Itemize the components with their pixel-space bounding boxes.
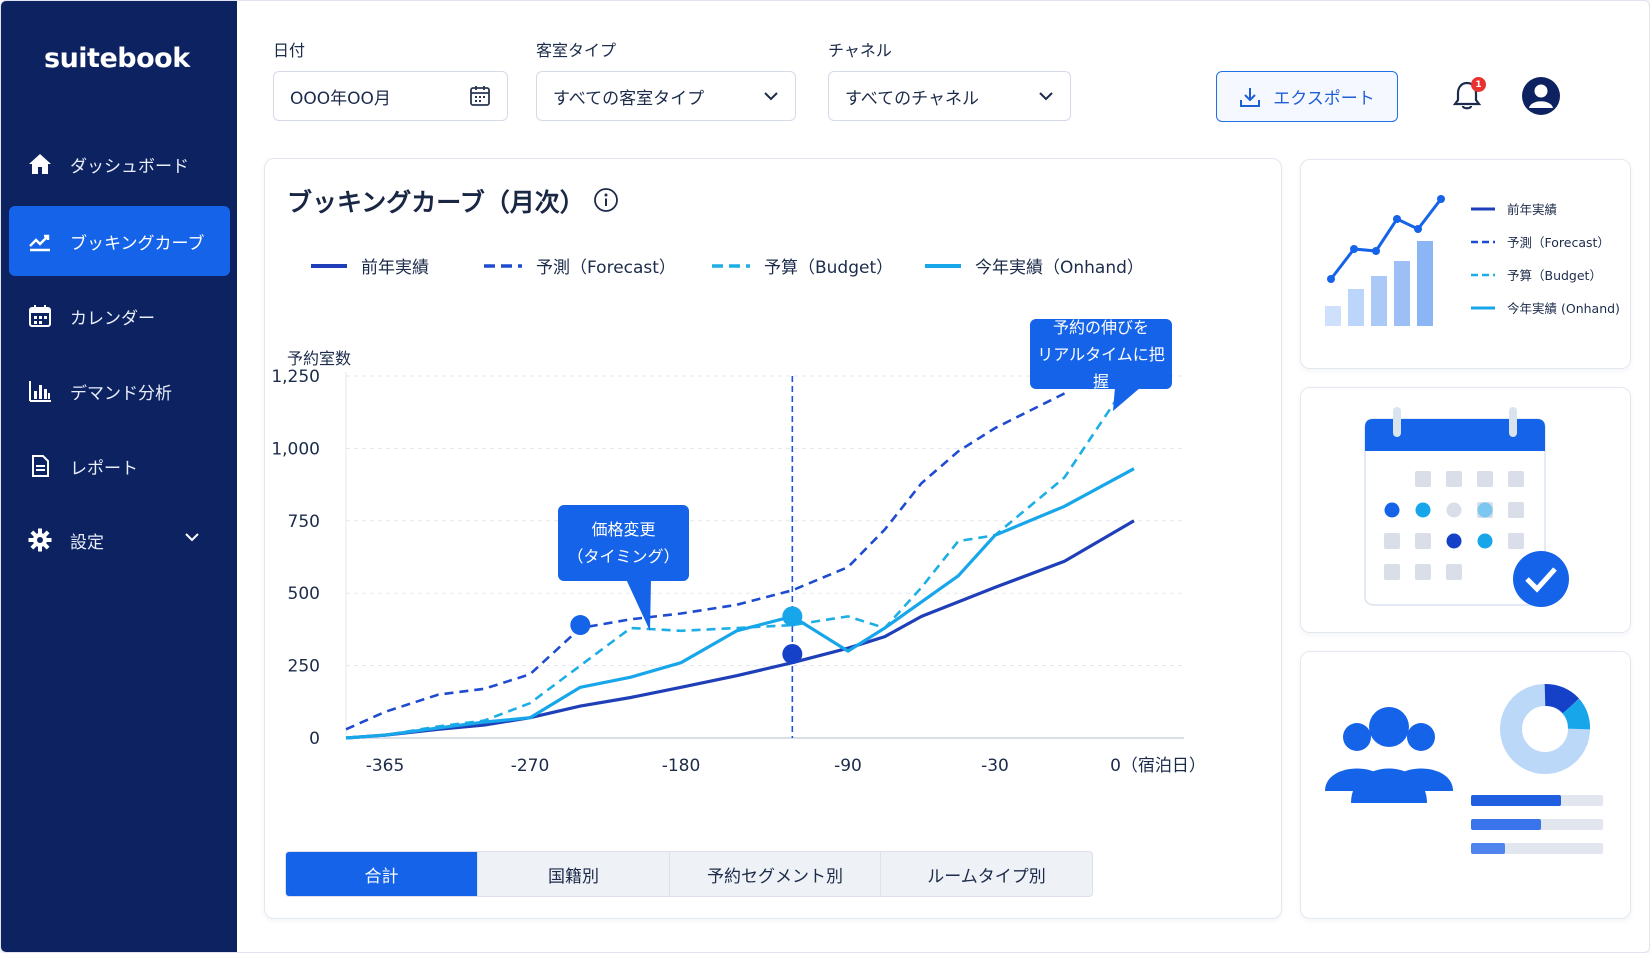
sidebar-item-label: ブッキングカーブ <box>70 233 205 254</box>
callout-realtime: 予約の伸びを リアルタイムに把握 <box>1030 318 1172 391</box>
sidebar-item-label: レポート <box>70 458 138 479</box>
date-picker[interactable]: OOO年OO月 <box>273 71 508 121</box>
sidebar-item-label: ダッシュボード <box>70 156 189 177</box>
callout-pointer <box>626 579 651 631</box>
download-icon <box>1240 87 1261 107</box>
mini-legend-onhand: 今年実績 (Onhand) <box>1471 301 1620 316</box>
notification-badge: 1 <box>1471 77 1486 92</box>
info-icon[interactable] <box>593 187 619 213</box>
sidebar: suitebook ダッシュボード ブッキングカーブ カレンダー デマンド分析 <box>1 1 237 952</box>
legend-last-year: 前年実績 <box>311 258 429 278</box>
calendar-icon[interactable] <box>469 85 491 112</box>
date-filter-label: 日付 <box>273 41 306 60</box>
x-tick-label: -90 <box>834 756 862 776</box>
room-type-filter-label: 客室タイプ <box>536 41 617 60</box>
callout-price-change: 価格変更 （タイミング） <box>558 505 689 581</box>
tab-total[interactable]: 合計 <box>286 852 478 896</box>
y-tick-label: 750 <box>288 512 320 532</box>
y-axis-label: 予約室数 <box>287 349 352 368</box>
chevron-down-icon[interactable] <box>184 529 200 550</box>
export-label: エクスポート <box>1273 89 1375 109</box>
export-button[interactable]: エクスポート <box>1216 71 1398 122</box>
data-marker <box>782 606 803 627</box>
trend-icon <box>27 228 53 254</box>
sidebar-item-settings[interactable]: 設定 <box>9 505 230 575</box>
tab-booking-segment[interactable]: 予約セグメント別 <box>670 852 881 896</box>
mini-legend-budget: 予算（Budget） <box>1471 268 1602 283</box>
booking-curve-card <box>264 158 1282 919</box>
page-title: ブッキングカーブ（月次） <box>287 188 585 217</box>
sidebar-item-calendar[interactable]: カレンダー <box>9 281 230 351</box>
tab-nationality[interactable]: 国籍別 <box>478 852 670 896</box>
legend-onhand: 今年実績（Onhand） <box>925 258 1144 278</box>
series-budget <box>345 372 1136 740</box>
booking-curve-chart: 0 250 500 750 1,000 1,250 -365 -270 -180 -90 -30 0（… <box>271 367 1206 776</box>
legend-forecast: 予測（Forecast） <box>484 258 676 278</box>
gear-icon <box>27 527 53 553</box>
room-type-select[interactable]: すべての客室タイプ <box>536 71 796 121</box>
series-onhand <box>345 467 1135 740</box>
tab-room-type[interactable]: ルームタイプ別 <box>927 866 1046 887</box>
x-tick-label: -30 <box>981 756 1009 776</box>
y-tick-label: 250 <box>288 657 320 677</box>
sidebar-item-dashboard[interactable]: ダッシュボード <box>9 129 230 199</box>
data-marker <box>570 615 591 636</box>
y-tick-label: 0 <box>309 729 320 749</box>
home-icon <box>27 151 53 177</box>
x-tick-label: 0（宿泊日） <box>1110 756 1206 776</box>
document-icon <box>27 453 53 479</box>
mini-chart-illustration <box>1325 195 1445 326</box>
data-marker <box>782 644 803 665</box>
sidebar-item-booking-curve[interactable]: ブッキングカーブ <box>9 206 230 276</box>
chevron-down-icon <box>1038 88 1054 109</box>
mini-legend-last-year: 前年実績 <box>1471 202 1558 217</box>
y-tick-label: 500 <box>288 584 320 604</box>
x-tick-label: -365 <box>366 756 405 776</box>
logo: suitebook <box>44 43 190 74</box>
x-tick-label: -270 <box>511 756 550 776</box>
calendar-illustration <box>1364 407 1569 607</box>
sidebar-item-demand-analysis[interactable]: デマンド分析 <box>9 356 230 426</box>
series-last-year <box>345 519 1135 740</box>
mini-chart-card <box>1300 159 1631 369</box>
series-forecast <box>345 392 1066 731</box>
calendar-icon <box>27 303 53 329</box>
sidebar-item-label: カレンダー <box>70 308 155 329</box>
mini-legend-forecast: 予測（Forecast） <box>1471 235 1610 250</box>
room-type-value: すべての客室タイプ <box>553 88 705 109</box>
channel-value: すべてのチャネル <box>845 88 979 109</box>
chevron-down-icon <box>763 88 779 109</box>
y-tick-label: 1,000 <box>271 439 320 459</box>
callout-pointer <box>1113 387 1141 411</box>
channel-select[interactable]: すべてのチャネル <box>828 71 1071 121</box>
demand-illustration <box>1325 684 1603 854</box>
breakdown-tabs: 合計 国籍別 予約セグメント別 ルームタイプ別 <box>285 851 1093 897</box>
bar-chart-icon <box>27 378 53 404</box>
legend-budget: 予算（Budget） <box>712 258 894 278</box>
date-value: OOO年OO月 <box>290 88 391 109</box>
avatar[interactable] <box>1522 77 1560 115</box>
channel-filter-label: チャネル <box>828 41 892 60</box>
sidebar-item-reports[interactable]: レポート <box>9 431 230 501</box>
sidebar-item-label: 設定 <box>70 532 104 553</box>
x-tick-label: -180 <box>662 756 701 776</box>
sidebar-item-label: デマンド分析 <box>70 383 172 404</box>
y-tick-label: 1,250 <box>271 367 320 387</box>
